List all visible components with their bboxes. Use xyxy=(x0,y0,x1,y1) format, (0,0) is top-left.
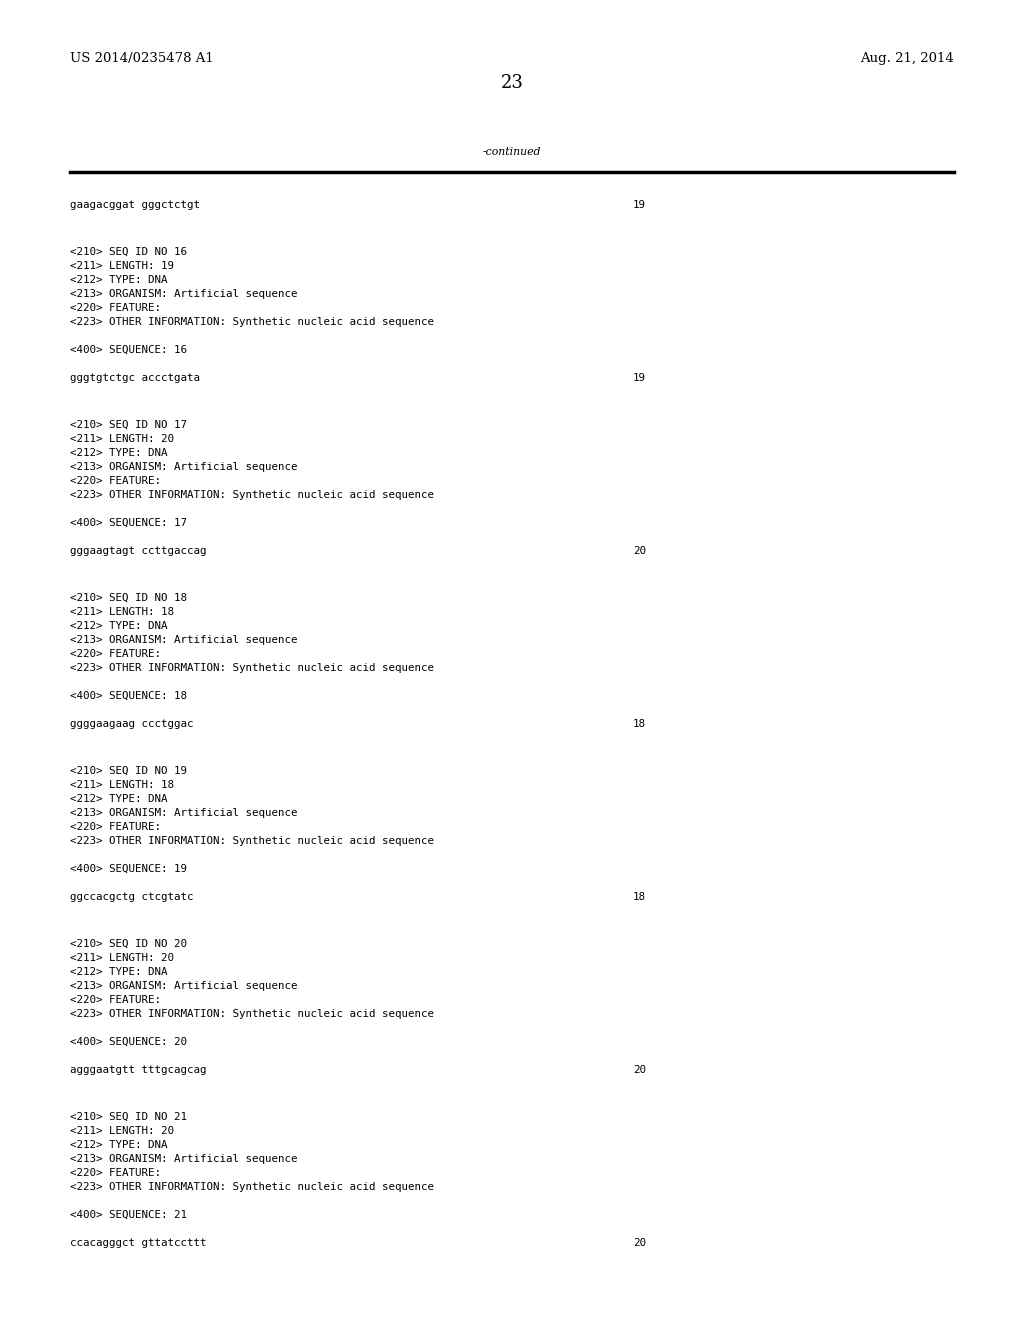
Text: <213> ORGANISM: Artificial sequence: <213> ORGANISM: Artificial sequence xyxy=(70,981,297,991)
Text: <212> TYPE: DNA: <212> TYPE: DNA xyxy=(70,620,167,631)
Text: 18: 18 xyxy=(633,892,646,902)
Text: <223> OTHER INFORMATION: Synthetic nucleic acid sequence: <223> OTHER INFORMATION: Synthetic nucle… xyxy=(70,836,433,846)
Text: 19: 19 xyxy=(633,201,646,210)
Text: 20: 20 xyxy=(633,546,646,556)
Text: <220> FEATURE:: <220> FEATURE: xyxy=(70,477,161,486)
Text: <220> FEATURE:: <220> FEATURE: xyxy=(70,995,161,1005)
Text: -continued: -continued xyxy=(482,147,542,157)
Text: Aug. 21, 2014: Aug. 21, 2014 xyxy=(860,51,954,65)
Text: <220> FEATURE:: <220> FEATURE: xyxy=(70,1168,161,1177)
Text: <223> OTHER INFORMATION: Synthetic nucleic acid sequence: <223> OTHER INFORMATION: Synthetic nucle… xyxy=(70,490,433,500)
Text: <211> LENGTH: 18: <211> LENGTH: 18 xyxy=(70,780,174,789)
Text: <223> OTHER INFORMATION: Synthetic nucleic acid sequence: <223> OTHER INFORMATION: Synthetic nucle… xyxy=(70,1008,433,1019)
Text: ggccacgctg ctcgtatc: ggccacgctg ctcgtatc xyxy=(70,892,194,902)
Text: <212> TYPE: DNA: <212> TYPE: DNA xyxy=(70,795,167,804)
Text: <400> SEQUENCE: 21: <400> SEQUENCE: 21 xyxy=(70,1210,186,1220)
Text: <212> TYPE: DNA: <212> TYPE: DNA xyxy=(70,447,167,458)
Text: <211> LENGTH: 20: <211> LENGTH: 20 xyxy=(70,953,174,964)
Text: <211> LENGTH: 19: <211> LENGTH: 19 xyxy=(70,261,174,271)
Text: <212> TYPE: DNA: <212> TYPE: DNA xyxy=(70,1140,167,1150)
Text: <220> FEATURE:: <220> FEATURE: xyxy=(70,822,161,832)
Text: <400> SEQUENCE: 20: <400> SEQUENCE: 20 xyxy=(70,1038,186,1047)
Text: 20: 20 xyxy=(633,1065,646,1074)
Text: <220> FEATURE:: <220> FEATURE: xyxy=(70,649,161,659)
Text: <213> ORGANISM: Artificial sequence: <213> ORGANISM: Artificial sequence xyxy=(70,289,297,300)
Text: <400> SEQUENCE: 19: <400> SEQUENCE: 19 xyxy=(70,865,186,874)
Text: ccacagggct gttatccttt: ccacagggct gttatccttt xyxy=(70,1238,206,1247)
Text: <211> LENGTH: 20: <211> LENGTH: 20 xyxy=(70,1126,174,1137)
Text: <223> OTHER INFORMATION: Synthetic nucleic acid sequence: <223> OTHER INFORMATION: Synthetic nucle… xyxy=(70,663,433,673)
Text: gaagacggat gggctctgt: gaagacggat gggctctgt xyxy=(70,201,200,210)
Text: <210> SEQ ID NO 21: <210> SEQ ID NO 21 xyxy=(70,1111,186,1122)
Text: <220> FEATURE:: <220> FEATURE: xyxy=(70,304,161,313)
Text: 19: 19 xyxy=(633,374,646,383)
Text: <210> SEQ ID NO 16: <210> SEQ ID NO 16 xyxy=(70,247,186,257)
Text: gggtgtctgc accctgata: gggtgtctgc accctgata xyxy=(70,374,200,383)
Text: <213> ORGANISM: Artificial sequence: <213> ORGANISM: Artificial sequence xyxy=(70,1154,297,1164)
Text: gggaagtagt ccttgaccag: gggaagtagt ccttgaccag xyxy=(70,546,206,556)
Text: agggaatgtt tttgcagcag: agggaatgtt tttgcagcag xyxy=(70,1065,206,1074)
Text: <223> OTHER INFORMATION: Synthetic nucleic acid sequence: <223> OTHER INFORMATION: Synthetic nucle… xyxy=(70,1181,433,1192)
Text: <223> OTHER INFORMATION: Synthetic nucleic acid sequence: <223> OTHER INFORMATION: Synthetic nucle… xyxy=(70,317,433,327)
Text: 18: 18 xyxy=(633,719,646,729)
Text: <213> ORGANISM: Artificial sequence: <213> ORGANISM: Artificial sequence xyxy=(70,462,297,473)
Text: <212> TYPE: DNA: <212> TYPE: DNA xyxy=(70,275,167,285)
Text: <400> SEQUENCE: 16: <400> SEQUENCE: 16 xyxy=(70,345,186,355)
Text: <211> LENGTH: 18: <211> LENGTH: 18 xyxy=(70,607,174,616)
Text: <210> SEQ ID NO 20: <210> SEQ ID NO 20 xyxy=(70,939,186,949)
Text: <210> SEQ ID NO 19: <210> SEQ ID NO 19 xyxy=(70,766,186,776)
Text: <211> LENGTH: 20: <211> LENGTH: 20 xyxy=(70,434,174,444)
Text: <213> ORGANISM: Artificial sequence: <213> ORGANISM: Artificial sequence xyxy=(70,635,297,645)
Text: <210> SEQ ID NO 18: <210> SEQ ID NO 18 xyxy=(70,593,186,603)
Text: <400> SEQUENCE: 17: <400> SEQUENCE: 17 xyxy=(70,517,186,528)
Text: <212> TYPE: DNA: <212> TYPE: DNA xyxy=(70,968,167,977)
Text: <400> SEQUENCE: 18: <400> SEQUENCE: 18 xyxy=(70,690,186,701)
Text: ggggaagaag ccctggac: ggggaagaag ccctggac xyxy=(70,719,194,729)
Text: <210> SEQ ID NO 17: <210> SEQ ID NO 17 xyxy=(70,420,186,430)
Text: <213> ORGANISM: Artificial sequence: <213> ORGANISM: Artificial sequence xyxy=(70,808,297,818)
Text: US 2014/0235478 A1: US 2014/0235478 A1 xyxy=(70,51,214,65)
Text: 23: 23 xyxy=(501,74,523,92)
Text: 20: 20 xyxy=(633,1238,646,1247)
